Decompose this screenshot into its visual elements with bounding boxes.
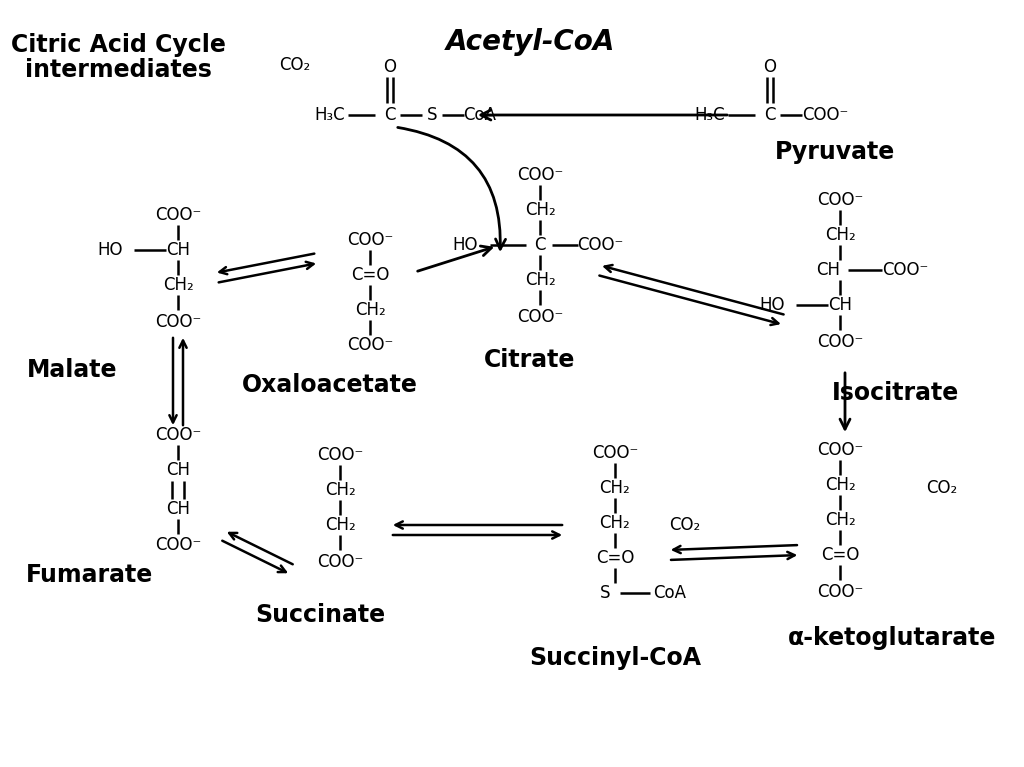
Text: CO₂: CO₂ [670,516,700,534]
Text: COO⁻: COO⁻ [517,166,563,184]
Text: COO⁻: COO⁻ [347,336,393,354]
Text: C=O: C=O [821,546,859,564]
Text: CH₂: CH₂ [354,301,385,319]
Text: CO₂: CO₂ [280,56,310,74]
Text: O: O [764,58,776,76]
Text: CH: CH [166,461,190,479]
Text: CoA: CoA [653,584,686,602]
Text: CH₂: CH₂ [325,516,355,534]
Text: COO⁻: COO⁻ [155,426,201,444]
Text: COO⁻: COO⁻ [577,236,624,254]
Text: CH: CH [166,500,190,518]
Text: HO: HO [453,236,478,254]
Text: C: C [764,106,776,124]
Text: CH: CH [166,241,190,259]
Text: CH₂: CH₂ [600,514,631,532]
Text: α-ketoglutarate: α-ketoglutarate [787,626,996,650]
Text: COO⁻: COO⁻ [155,206,201,224]
Text: CH₂: CH₂ [824,226,855,244]
Text: COO⁻: COO⁻ [817,333,863,351]
Text: C=O: C=O [351,266,389,284]
Text: COO⁻: COO⁻ [347,231,393,249]
Text: CH: CH [816,261,840,279]
Text: CH₂: CH₂ [163,276,194,294]
Text: COO⁻: COO⁻ [316,553,364,571]
Text: intermediates: intermediates [25,58,211,82]
Text: CH₂: CH₂ [824,511,855,529]
Text: S: S [427,106,437,124]
Text: COO⁻: COO⁻ [802,106,848,124]
Text: Citrate: Citrate [484,348,575,372]
Text: COO⁻: COO⁻ [817,441,863,459]
Text: COO⁻: COO⁻ [155,313,201,331]
Text: Succinate: Succinate [255,603,385,627]
Text: O: O [384,58,396,76]
Text: COO⁻: COO⁻ [517,308,563,326]
Text: CH₂: CH₂ [325,481,355,499]
Text: C=O: C=O [596,549,634,567]
Text: CH₂: CH₂ [824,476,855,494]
FancyArrowPatch shape [397,127,506,249]
Text: Malate: Malate [27,358,118,382]
Text: CoA: CoA [464,106,497,124]
Text: COO⁻: COO⁻ [882,261,928,279]
Text: H₃C: H₃C [314,106,345,124]
Text: COO⁻: COO⁻ [592,444,638,462]
Text: CH₂: CH₂ [524,201,555,219]
Text: Citric Acid Cycle: Citric Acid Cycle [10,33,225,57]
Text: CH: CH [828,296,852,314]
Text: Succinyl-CoA: Succinyl-CoA [529,646,701,670]
Text: COO⁻: COO⁻ [155,536,201,554]
Text: Acetyl-CoA: Acetyl-CoA [445,28,614,56]
Text: COO⁻: COO⁻ [316,446,364,464]
Text: HO: HO [97,241,123,259]
Text: H₃C: H₃C [694,106,725,124]
Text: COO⁻: COO⁻ [817,191,863,209]
Text: S: S [599,584,610,602]
Text: CO₂: CO₂ [927,479,957,497]
Text: CH₂: CH₂ [600,479,631,497]
Text: HO: HO [760,296,785,314]
Text: COO⁻: COO⁻ [817,583,863,601]
Text: Isocitrate: Isocitrate [831,381,958,405]
Text: Fumarate: Fumarate [27,563,154,587]
Text: CH₂: CH₂ [524,271,555,289]
Text: Oxaloacetate: Oxaloacetate [242,373,418,397]
Text: C: C [535,236,546,254]
Text: Pyruvate: Pyruvate [775,140,895,164]
Text: C: C [384,106,395,124]
